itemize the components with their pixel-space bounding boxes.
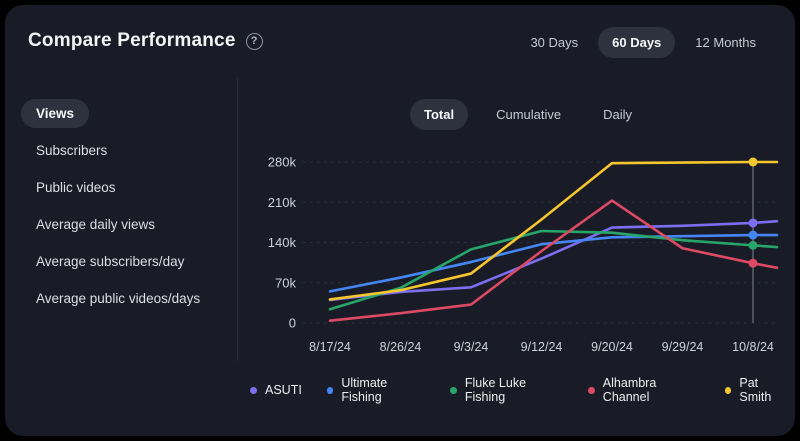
range-tab-60-days[interactable]: 60 Days	[598, 27, 676, 58]
x-tick-label: 8/17/24	[309, 340, 351, 354]
series-line-pat-smith	[328, 160, 779, 301]
legend-item-fluke-luke-fishing[interactable]: Fluke Luke Fishing	[450, 376, 563, 404]
view-tab-daily[interactable]: Daily	[603, 107, 633, 122]
hover-dot-asuti	[748, 218, 758, 228]
line-chart-svg: 0 70k 140k 210k 280k 8/17/24 8/26/24 9/3/24 9/12…	[268, 155, 779, 354]
legend-dot	[450, 386, 457, 394]
view-tab-cumulative[interactable]: Cumulative	[496, 107, 562, 122]
view-tab-total[interactable]: Total	[410, 99, 469, 130]
sidebar-item-subscribers[interactable]: Subscribers	[36, 132, 200, 169]
page-title: Compare Performance	[28, 30, 236, 51]
legend-item-alhambra-channel[interactable]: Alhambra Channel	[588, 376, 700, 404]
legend-dot	[326, 386, 334, 394]
x-tick-label: 9/12/24	[521, 340, 563, 354]
legend-label: Pat Smith	[739, 376, 772, 404]
sidebar-item-label: Public videos	[36, 180, 116, 195]
hover-dot-fluke-luke-fishing	[748, 240, 758, 250]
sidebar-item-label: Average public videos/days	[36, 291, 201, 306]
range-tab-12-months[interactable]: 12 Months	[695, 35, 756, 50]
legend-item-asuti[interactable]: ASUTI	[250, 383, 302, 397]
series-line-fluke-luke-fishing	[328, 229, 779, 311]
hover-dot-alhambra-channel	[748, 258, 758, 268]
series-line-ultimate-fishing	[328, 233, 779, 293]
y-tick-label: 280k	[268, 155, 297, 170]
x-tick-label: 9/20/24	[591, 340, 633, 354]
y-tick-label: 140k	[268, 235, 297, 250]
header: Compare Performance ?	[28, 30, 263, 52]
sidebar-divider	[237, 78, 238, 361]
hover-dot-pat-smith	[748, 157, 758, 167]
view-tabs: Total Cumulative Daily	[410, 99, 646, 130]
sidebar-item-average-subscribers-day[interactable]: Average subscribers/day	[36, 243, 200, 280]
y-tick-label: 210k	[268, 195, 297, 210]
sidebar-item-label: Average daily views	[36, 217, 156, 232]
legend-item-ultimate-fishing[interactable]: Ultimate Fishing	[326, 376, 426, 404]
legend-dot	[724, 386, 732, 394]
hover-dot-ultimate-fishing	[748, 230, 758, 240]
range-tabs: 30 Days 60 Days 12 Months	[516, 27, 770, 58]
y-tick-label: 0	[289, 316, 296, 331]
y-tick-label: 70k	[275, 275, 296, 290]
sidebar-item-views[interactable]: Views	[21, 95, 200, 132]
legend-dot	[588, 386, 595, 394]
legend-label: ASUTI	[265, 383, 302, 397]
sidebar-item-label: Subscribers	[36, 143, 108, 158]
sidebar-item-average-public-videos-days[interactable]: Average public videos/days	[36, 280, 200, 317]
help-icon[interactable]: ?	[245, 32, 263, 50]
sidebar-item-public-videos[interactable]: Public videos	[36, 169, 200, 206]
sidebar-item-average-daily-views[interactable]: Average daily views	[36, 206, 200, 243]
legend-dot	[250, 386, 257, 394]
compare-performance-card: Compare Performance ? 30 Days 60 Days 12 M…	[5, 5, 795, 436]
series-line-asuti	[328, 219, 779, 302]
legend-label: Fluke Luke Fishing	[464, 376, 527, 404]
x-tick-label: 10/8/24	[732, 340, 774, 354]
sidebar-item-label: Average subscribers/day	[36, 254, 185, 269]
chart-legend: ASUTI Ultimate Fishing Fluke Luke Fishing A…	[250, 376, 790, 404]
legend-label: Ultimate Fishing	[341, 376, 388, 404]
line-chart[interactable]: 0 70k 140k 210k 280k 8/17/24 8/26/24 9/3/24 9/12…	[250, 150, 790, 370]
metric-sidebar: Views Subscribers Public videos Average dai…	[21, 95, 200, 317]
sidebar-item-label: Views	[21, 99, 90, 128]
range-tab-30-days[interactable]: 30 Days	[530, 35, 579, 50]
legend-item-pat-smith[interactable]: Pat Smith	[724, 376, 790, 404]
series-line-alhambra-channel	[328, 199, 779, 322]
x-tick-label: 9/3/24	[454, 340, 489, 354]
x-tick-label: 8/26/24	[380, 340, 422, 354]
x-tick-label: 9/29/24	[662, 340, 704, 354]
legend-label: Alhambra Channel	[602, 376, 657, 404]
